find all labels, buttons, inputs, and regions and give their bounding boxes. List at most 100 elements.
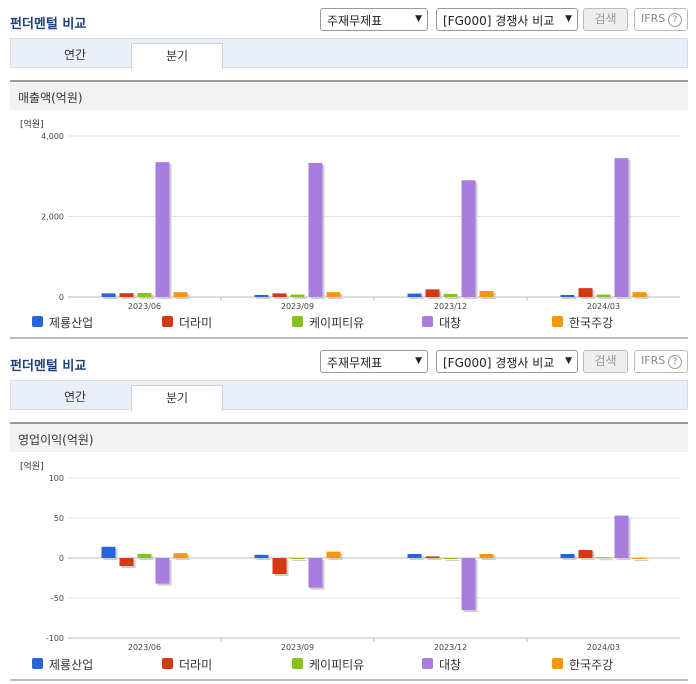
x-tick-label-2024-03: 2024/03 — [587, 643, 620, 652]
chart-legend: 제룡산업 더라미 케이피티유 대창 한국주강 — [32, 656, 692, 672]
chevron-down-icon: ▼ — [415, 14, 422, 24]
legend-label: 한국주강 — [569, 316, 614, 330]
x-tick-label-2023-06: 2023/06 — [128, 302, 161, 310]
ifrs-button[interactable]: IFRS ? — [634, 8, 688, 31]
bar-한국주강-2023-06 — [173, 292, 188, 297]
bar-shadow — [445, 295, 460, 299]
statement-select[interactable]: 주재무제표 ▼ — [320, 8, 428, 31]
bar-제룡산업-2024-03 — [560, 554, 575, 558]
x-tick-label-2023-09: 2023/09 — [281, 302, 314, 310]
bar-shadow — [445, 560, 460, 561]
bar-shadow — [256, 296, 271, 299]
tab-quarterly[interactable]: 분기 — [131, 43, 223, 69]
legend-label: 더라미 — [179, 316, 213, 330]
x-tick-label-2024-03: 2024/03 — [587, 302, 620, 310]
legend-swatch — [32, 316, 43, 327]
bar-제룡산업-2023-09 — [254, 294, 269, 297]
bar-대창-2023-09 — [308, 162, 323, 297]
bar-제룡산업-2023-09 — [254, 554, 269, 558]
compare-select-value: [FG000] 경쟁사 비교 — [443, 356, 555, 370]
bar-더라미-2023-06 — [119, 293, 134, 297]
bar-케이피티유-2023-06 — [137, 292, 152, 297]
legend-swatch — [32, 658, 43, 669]
legend-label: 대창 — [439, 316, 462, 330]
bar-더라미-2023-09 — [272, 558, 287, 574]
period-tabs: 연간 분기 — [10, 38, 688, 69]
bar-케이피티유-2023-12 — [443, 293, 458, 297]
bar-대창-2024-03 — [614, 158, 629, 297]
search-button[interactable]: 검색 — [583, 350, 628, 373]
y-tick-label: 50 — [54, 514, 64, 523]
bar-대창-2023-06 — [155, 558, 170, 584]
bar-한국주강-2023-09 — [326, 551, 341, 558]
bar-더라미-2024-03 — [578, 550, 593, 558]
x-tick-label-2023-12: 2023/12 — [434, 302, 467, 310]
chevron-down-icon: ▼ — [415, 356, 422, 366]
tab-annual[interactable]: 연간 — [63, 48, 87, 62]
operating-profit-bar-chart: 100 50 0 -50 -100 2023/06 2023/09 2023/12 2024/0… — [46, 474, 680, 652]
bar-한국주강-2023-06 — [173, 553, 188, 558]
bar-한국주강-2023-12 — [479, 554, 494, 558]
x-tick-label-2023-09: 2023/09 — [281, 643, 314, 652]
ifrs-label: IFRS — [641, 354, 666, 367]
y-tick-label: 2,000 — [41, 213, 64, 222]
bar-shadow — [562, 296, 577, 299]
bar-케이피티유-2023-09 — [290, 558, 305, 559]
bar-더라미-2023-09 — [272, 293, 287, 297]
bar-대창-2023-09 — [308, 558, 323, 588]
bar-shadow — [409, 295, 424, 299]
bar-케이피티유-2023-12 — [443, 558, 458, 559]
y-tick-label: 100 — [49, 474, 64, 483]
statement-select[interactable]: 주재무제표 ▼ — [320, 350, 428, 373]
bar-제룡산업-2024-03 — [560, 294, 575, 297]
bar-한국주강-2023-12 — [479, 290, 494, 297]
legend-swatch — [162, 316, 173, 327]
legend-swatch — [162, 658, 173, 669]
tab-quarterly[interactable]: 분기 — [131, 385, 223, 411]
chevron-down-icon: ▼ — [565, 356, 572, 366]
bar-케이피티유-2024-03 — [596, 294, 611, 297]
bar-케이피티유-2023-09 — [290, 294, 305, 297]
chevron-down-icon: ▼ — [565, 14, 572, 24]
bar-shadow — [634, 560, 649, 561]
ifrs-button[interactable]: IFRS ? — [634, 350, 688, 373]
compare-select[interactable]: [FG000] 경쟁사 비교 ▼ — [436, 8, 578, 31]
bar-더라미-2023-12 — [425, 556, 440, 558]
y-tick-label: -50 — [51, 594, 64, 603]
help-icon[interactable]: ? — [668, 13, 682, 27]
x-tick-label-2023-06: 2023/06 — [128, 643, 161, 652]
fundamental-panel-revenue: 펀더멘털 비교 주재무제표 ▼ [FG000] 경쟁사 비교 ▼ 검색 IFRS… — [10, 8, 688, 339]
legend-label: 제룡산업 — [49, 316, 94, 330]
bar-shadow — [427, 558, 442, 560]
ifrs-label: IFRS — [641, 12, 666, 25]
bar-shadow — [274, 295, 289, 299]
bar-shadow — [103, 295, 118, 299]
statement-select-value: 주재무제표 — [327, 356, 383, 370]
divider — [10, 679, 688, 681]
bar-더라미-2023-12 — [425, 289, 440, 297]
bar-한국주강-2024-03 — [632, 292, 647, 297]
legend-label: 제룡산업 — [49, 658, 94, 672]
bar-제룡산업-2023-06 — [101, 293, 116, 297]
bar-shadow — [598, 296, 613, 299]
y-unit-label: [억원] — [20, 120, 44, 130]
bar-더라미-2023-06 — [119, 558, 134, 566]
legend-swatch — [422, 316, 433, 327]
legend-swatch — [552, 316, 563, 327]
bar-대창-2023-06 — [155, 162, 170, 297]
panel-title: 펀더멘털 비교 — [10, 17, 87, 32]
bar-shadow — [292, 560, 307, 561]
compare-select[interactable]: [FG000] 경쟁사 비교 ▼ — [436, 350, 578, 373]
search-button[interactable]: 검색 — [583, 8, 628, 31]
y-unit-label: [억원] — [20, 462, 44, 472]
legend-swatch — [292, 316, 303, 327]
bar-케이피티유-2024-03 — [596, 557, 611, 559]
help-icon[interactable]: ? — [668, 355, 682, 369]
tab-annual[interactable]: 연간 — [63, 390, 87, 404]
legend-swatch — [552, 658, 563, 669]
bar-한국주강-2023-09 — [326, 292, 341, 297]
section-title: 매출액(억원) — [10, 80, 688, 110]
legend-swatch — [292, 658, 303, 669]
compare-select-value: [FG000] 경쟁사 비교 — [443, 14, 555, 28]
legend-label: 케이피티유 — [309, 658, 365, 672]
